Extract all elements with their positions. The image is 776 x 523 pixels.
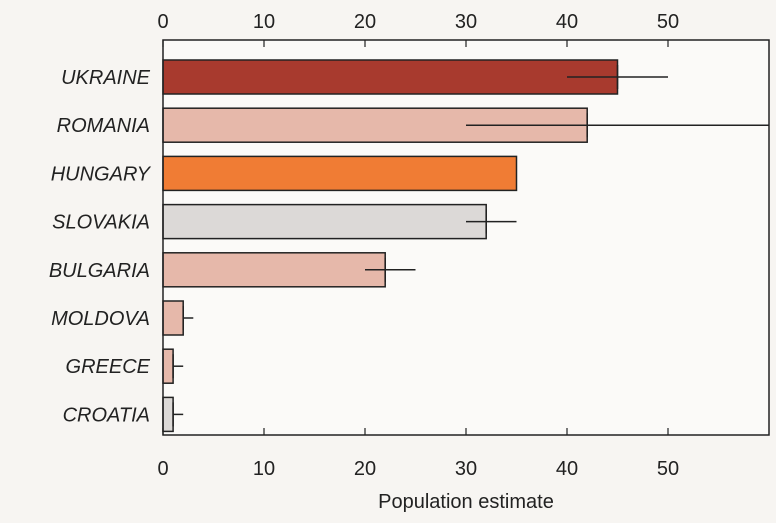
- ticks-layer: 0 0 10 10 20 20 30 30 40 40 50 50: [157, 11, 679, 480]
- category-label-slovakia: SLOVAKIA: [52, 212, 150, 234]
- bar-greece: [162, 348, 174, 384]
- x-tick-label-top: 0: [157, 11, 168, 33]
- x-tick-label-bottom: 30: [455, 458, 477, 480]
- x-tick-label-top: 50: [657, 11, 679, 33]
- category-label-moldova: MOLDOVA: [51, 308, 150, 330]
- x-tick-label-bottom: 40: [556, 458, 578, 480]
- category-labels-layer: UKRAINE ROMANIA HUNGARY SLOVAKIA BULGARIA MOL…: [49, 67, 152, 426]
- x-tick-label-top: 10: [253, 11, 275, 33]
- plot-frame: [162, 39, 770, 436]
- bar-croatia: [162, 396, 174, 433]
- category-label-croatia: CROATIA: [63, 404, 150, 426]
- category-label-greece: GREECE: [66, 356, 151, 378]
- bar-bulgaria: [162, 252, 386, 288]
- category-label-bulgaria: BULGARIA: [49, 260, 150, 282]
- category-label-romania: ROMANIA: [57, 115, 150, 137]
- x-tick-label-bottom: 20: [354, 458, 376, 480]
- x-tick-label-top: 20: [354, 11, 376, 33]
- x-tick-label-top: 30: [455, 11, 477, 33]
- x-tick-label-bottom: 10: [253, 458, 275, 480]
- bar-hungary: [162, 155, 518, 192]
- bars-layer: [162, 59, 619, 433]
- x-tick-label-bottom: 50: [657, 458, 679, 480]
- bar-moldova: [162, 300, 184, 336]
- error-bars-layer: [172, 65, 769, 427]
- x-axis-title: Population estimate: [378, 491, 554, 513]
- bar-slovakia: [162, 203, 487, 240]
- category-label-ukraine: UKRAINE: [61, 67, 151, 89]
- category-label-hungary: HUNGARY: [51, 163, 152, 185]
- x-tick-label-bottom: 0: [157, 458, 168, 480]
- bar-ukraine: [162, 59, 619, 95]
- x-tick-label-top: 40: [556, 11, 578, 33]
